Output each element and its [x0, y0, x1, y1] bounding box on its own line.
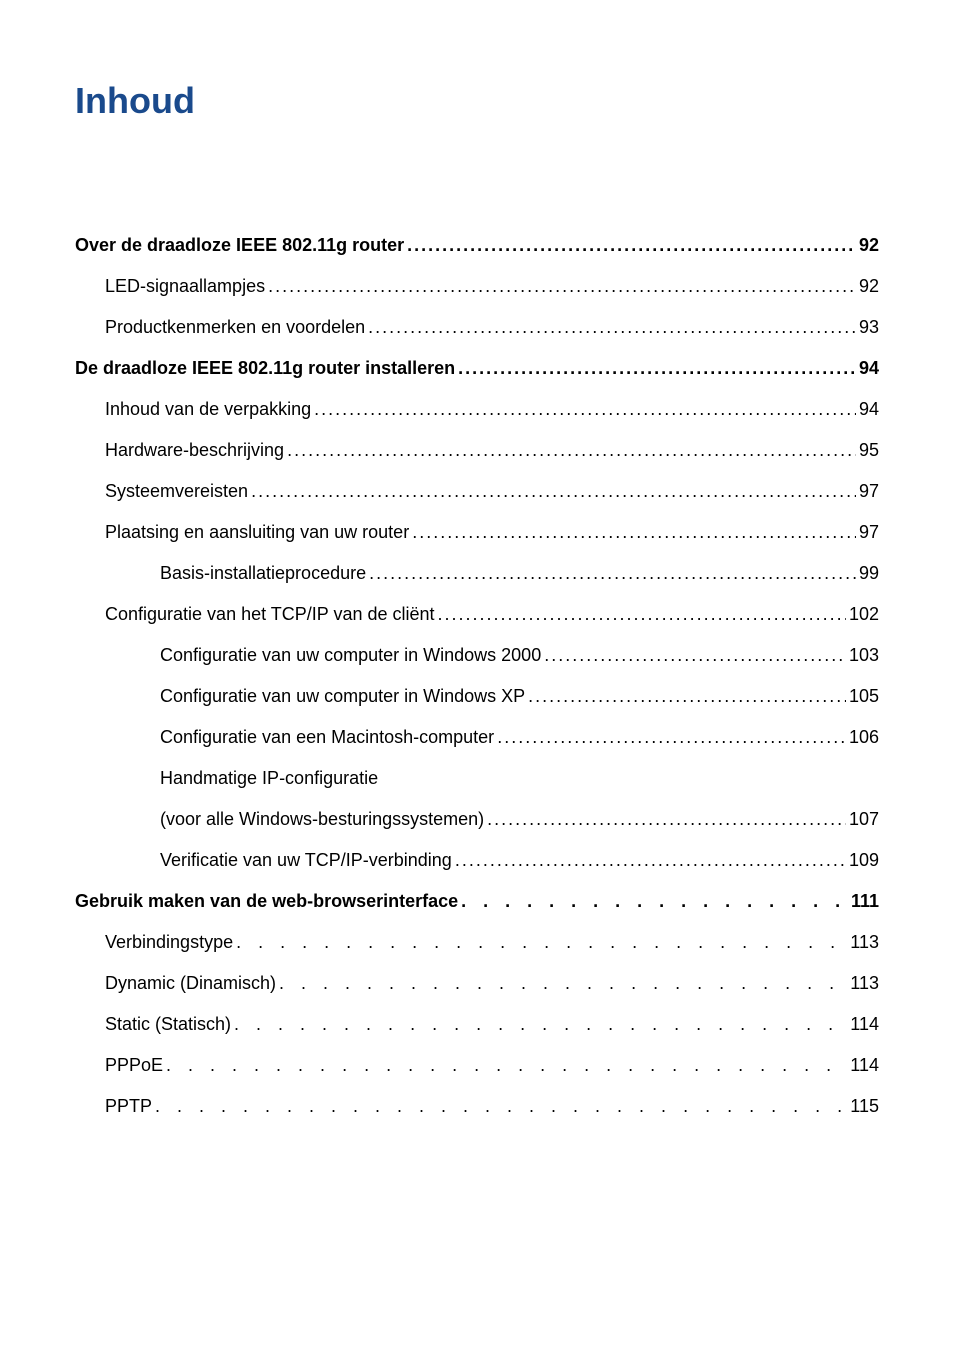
toc-leader-dots: ........................................… [528, 683, 846, 710]
toc-entry: Dynamic (Dinamisch). . . . . . . . . . .… [75, 970, 879, 997]
toc-entry-page: 99 [859, 560, 879, 587]
toc-entry: Configuratie van het TCP/IP van de cliën… [75, 601, 879, 628]
toc-entry: PPTP. . . . . . . . . . . . . . . . . . … [75, 1093, 879, 1120]
toc-entry-text: Over de draadloze IEEE 802.11g router [75, 232, 404, 259]
toc-entry-page: 106 [849, 724, 879, 751]
toc-entry: Plaatsing en aansluiting van uw router..… [75, 519, 879, 546]
table-of-contents: Over de draadloze IEEE 802.11g router...… [75, 232, 879, 1120]
toc-entry-page: 92 [859, 273, 879, 300]
toc-entry: Inhoud van de verpakking................… [75, 396, 879, 423]
toc-entry-text: (voor alle Windows-besturingssystemen) [160, 806, 484, 833]
toc-entry-page: 111 [851, 888, 879, 915]
toc-entry: Systeemvereisten........................… [75, 478, 879, 505]
toc-leader-dots: ........................................… [251, 478, 856, 505]
toc-entry: Verbindingstype. . . . . . . . . . . . .… [75, 929, 879, 956]
toc-entry: Gebruik maken van de web-browserinterfac… [75, 888, 879, 915]
page-title: Inhoud [75, 80, 879, 122]
toc-entry-page: 94 [859, 396, 879, 423]
toc-entry-text: Configuratie van uw computer in Windows … [160, 642, 541, 669]
toc-entry-page: 115 [850, 1093, 879, 1120]
toc-entry-page: 114 [850, 1011, 879, 1038]
toc-entry-text: Verificatie van uw TCP/IP-verbinding [160, 847, 452, 874]
toc-leader-dots: ........................................… [438, 601, 846, 628]
toc-leader-dots: . . . . . . . . . . . . . . . . . . . . … [236, 929, 847, 956]
toc-entry-page: 109 [849, 847, 879, 874]
toc-entry-page: 107 [849, 806, 879, 833]
toc-entry-page: 113 [850, 970, 879, 997]
toc-entry-page: 113 [850, 929, 879, 956]
toc-entry-text: Dynamic (Dinamisch) [105, 970, 276, 997]
toc-entry-text: PPPoE [105, 1052, 163, 1079]
toc-leader-dots: ........................................… [455, 847, 846, 874]
toc-entry: Over de draadloze IEEE 802.11g router...… [75, 232, 879, 259]
toc-entry: Productkenmerken en voordelen...........… [75, 314, 879, 341]
toc-entry-text: Gebruik maken van de web-browserinterfac… [75, 888, 458, 915]
toc-entry-text: Inhoud van de verpakking [105, 396, 311, 423]
toc-entry-text: LED-signaallampjes [105, 273, 265, 300]
toc-leader-dots: ........................................… [544, 642, 846, 669]
toc-leader-dots: ........................................… [407, 232, 856, 259]
toc-leader-dots: ........................................… [458, 355, 856, 382]
toc-entry: Hardware-beschrijving...................… [75, 437, 879, 464]
toc-entry: Configuratie van uw computer in Windows … [75, 642, 879, 669]
toc-entry: (voor alle Windows-besturingssystemen)..… [75, 806, 879, 833]
toc-entry-text: Configuratie van een Macintosh-computer [160, 724, 494, 751]
toc-entry: Configuratie van een Macintosh-computer.… [75, 724, 879, 751]
toc-entry-text: Plaatsing en aansluiting van uw router [105, 519, 409, 546]
toc-entry-page: 102 [849, 601, 879, 628]
toc-leader-dots: . . . . . . . . . . . . . . . . . . . . … [155, 1093, 847, 1120]
toc-entry: Configuratie van uw computer in Windows … [75, 683, 879, 710]
toc-entry-text: De draadloze IEEE 802.11g router install… [75, 355, 455, 382]
toc-entry-text: Handmatige IP-configuratie [160, 765, 378, 792]
toc-entry-page: 94 [859, 355, 879, 382]
toc-entry-page: 103 [849, 642, 879, 669]
toc-leader-dots: . . . . . . . . . . . . . . . . . . . . … [234, 1011, 847, 1038]
toc-leader-dots: ........................................… [412, 519, 856, 546]
toc-entry: LED-signaallampjes......................… [75, 273, 879, 300]
toc-entry-text: Verbindingstype [105, 929, 233, 956]
toc-entry: Basis-installatieprocedure..............… [75, 560, 879, 587]
toc-leader-dots: ........................................… [314, 396, 856, 423]
toc-entry-text: Hardware-beschrijving [105, 437, 284, 464]
toc-entry-text: Configuratie van uw computer in Windows … [160, 683, 525, 710]
toc-entry-page: 105 [849, 683, 879, 710]
toc-leader-dots: . . . . . . . . . . . . . . . . . . . . … [461, 888, 848, 915]
toc-entry-page: 114 [850, 1052, 879, 1079]
toc-leader-dots: . . . . . . . . . . . . . . . . . . . . … [166, 1052, 847, 1079]
toc-entry-text: PPTP [105, 1093, 152, 1120]
toc-entry-text: Static (Statisch) [105, 1011, 231, 1038]
toc-leader-dots: ........................................… [268, 273, 856, 300]
toc-entry-page: 92 [859, 232, 879, 259]
toc-leader-dots: ........................................… [368, 314, 856, 341]
toc-leader-dots: ........................................… [369, 560, 856, 587]
toc-entry: Handmatige IP-configuratie..............… [75, 765, 879, 792]
toc-entry: PPPoE. . . . . . . . . . . . . . . . . .… [75, 1052, 879, 1079]
toc-entry-text: Configuratie van het TCP/IP van de cliën… [105, 601, 435, 628]
toc-leader-dots: . . . . . . . . . . . . . . . . . . . . … [279, 970, 847, 997]
toc-leader-dots: ........................................… [487, 806, 846, 833]
toc-leader-dots: ........................................… [497, 724, 846, 751]
toc-entry: Verificatie van uw TCP/IP-verbinding....… [75, 847, 879, 874]
toc-entry-page: 95 [859, 437, 879, 464]
toc-entry-text: Systeemvereisten [105, 478, 248, 505]
toc-entry-text: Productkenmerken en voordelen [105, 314, 365, 341]
toc-entry-page: 97 [859, 519, 879, 546]
toc-entry-page: 97 [859, 478, 879, 505]
toc-entry-text: Basis-installatieprocedure [160, 560, 366, 587]
toc-entry-page: 93 [859, 314, 879, 341]
toc-leader-dots: ........................................… [287, 437, 856, 464]
toc-entry: De draadloze IEEE 802.11g router install… [75, 355, 879, 382]
toc-entry: Static (Statisch). . . . . . . . . . . .… [75, 1011, 879, 1038]
